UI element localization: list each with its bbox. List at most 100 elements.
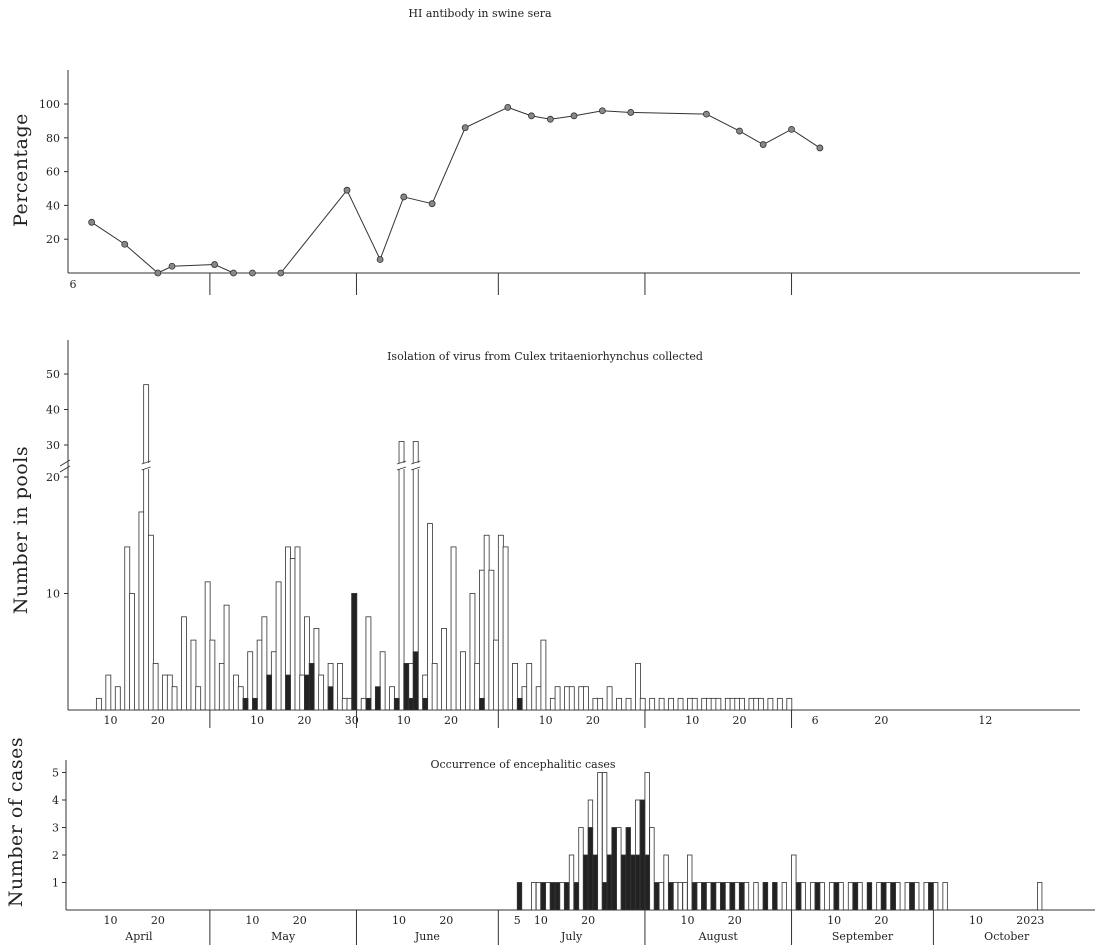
month-label-p3: October bbox=[984, 930, 1030, 943]
bar-cases-solid bbox=[630, 854, 636, 911]
bar-cases-open bbox=[857, 882, 863, 911]
chart-title-encephalitic-cases: Occurrence of encephalitic cases bbox=[431, 758, 616, 771]
bar-pools-positive bbox=[285, 674, 291, 711]
bar-cases-solid bbox=[814, 882, 821, 911]
bar-pools-open bbox=[313, 628, 320, 711]
x-tick-label-p3: 20 bbox=[151, 914, 165, 927]
y-tick-label-p2: 40 bbox=[46, 404, 60, 417]
bar-break-mark bbox=[411, 460, 421, 471]
bar-pools-open bbox=[299, 674, 306, 711]
bar-cases-open bbox=[914, 882, 920, 911]
bar-pools-open bbox=[474, 663, 481, 711]
bar-pools-open bbox=[166, 674, 173, 711]
bar-pools-open bbox=[469, 593, 476, 711]
bar-pools-open bbox=[512, 663, 518, 711]
bar-pools-open bbox=[497, 534, 504, 711]
bar-pools-open bbox=[346, 697, 353, 711]
bar-pools-positive bbox=[403, 663, 410, 711]
x-tick-label-p3: 20 bbox=[874, 914, 888, 927]
bar-cases-solid bbox=[833, 882, 839, 911]
bar-pools-open bbox=[786, 697, 793, 711]
x-tick-label-p3: 20 bbox=[1016, 914, 1030, 927]
bar-pools-open bbox=[549, 697, 556, 711]
bar-pools-positive bbox=[393, 697, 400, 711]
bar-cases-solid bbox=[701, 882, 707, 911]
bar-cases-solid bbox=[516, 882, 523, 911]
bar-pools-open bbox=[341, 697, 348, 711]
data-point-hi-antibody bbox=[816, 144, 824, 152]
bar-cases-open bbox=[559, 882, 565, 911]
x-tick-label-p3: 23 bbox=[1030, 914, 1044, 927]
bar-cases-solid bbox=[653, 882, 660, 911]
bar-pools-open bbox=[724, 697, 731, 711]
bar-cases-open bbox=[663, 854, 669, 911]
bar-pools-open bbox=[389, 686, 395, 711]
bar-pools-open bbox=[190, 639, 197, 711]
bar-pools-open bbox=[114, 686, 121, 711]
month-label-p3: May bbox=[271, 930, 296, 943]
bar-pools-positive bbox=[351, 593, 358, 711]
x-tick-label-p2: 10 bbox=[250, 714, 264, 727]
bar-pools-open bbox=[526, 663, 533, 711]
bar-cases-open bbox=[597, 772, 603, 911]
x-tick-label-p2: 20 bbox=[151, 714, 165, 727]
data-point-hi-antibody bbox=[428, 200, 436, 208]
bar-pools-open bbox=[691, 697, 698, 711]
bar-pools-open bbox=[625, 697, 632, 711]
bar-pools-open bbox=[554, 686, 561, 711]
data-point-hi-antibody bbox=[528, 112, 535, 120]
bar-pools-open bbox=[204, 581, 211, 711]
bar-cases-open bbox=[578, 827, 584, 911]
x-tick-label-p2: 10 bbox=[539, 714, 553, 727]
bar-cases-open bbox=[743, 882, 750, 911]
y-tick-label-p3: 2 bbox=[52, 849, 59, 862]
bar-cases-solid bbox=[554, 882, 560, 911]
x-tick-label-p2: 20 bbox=[297, 714, 311, 727]
bar-pools-positive bbox=[412, 651, 419, 711]
bar-pools-open bbox=[450, 546, 457, 711]
x-tick-label-p2: 10 bbox=[104, 714, 118, 727]
y-axis-label-number-in-pools: Number in pools bbox=[10, 446, 32, 614]
y-tick-label-p1: 20 bbox=[46, 233, 60, 246]
bar-cases-solid bbox=[644, 854, 650, 911]
bar-pools-open bbox=[776, 697, 783, 711]
bar-cases-open bbox=[715, 882, 721, 911]
bar-cases-solid bbox=[587, 827, 594, 911]
bar-cases-solid bbox=[720, 882, 726, 911]
bar-cases-open bbox=[885, 882, 892, 911]
bar-pools-positive bbox=[516, 697, 523, 711]
bar-cases-solid bbox=[549, 882, 556, 911]
bar-cases-solid bbox=[739, 882, 745, 911]
bar-break-gap bbox=[398, 463, 406, 469]
y-tick-label-p3: 3 bbox=[52, 822, 59, 835]
bar-cases-solid bbox=[928, 882, 934, 911]
data-point-hi-antibody bbox=[570, 112, 578, 120]
bar-cases-solid bbox=[691, 882, 698, 911]
month-label-p3: August bbox=[698, 930, 739, 943]
bar-pools-positive bbox=[266, 674, 273, 711]
data-point-hi-antibody bbox=[703, 110, 710, 118]
bar-pools-open bbox=[337, 663, 343, 711]
data-point-hi-antibody bbox=[88, 218, 96, 226]
bar-cases-open bbox=[753, 882, 759, 911]
x-tick-label-p2: 12 bbox=[978, 714, 992, 727]
bar-pools-open bbox=[209, 639, 216, 711]
bar-pools-positive bbox=[408, 697, 414, 711]
bar-cases-open bbox=[942, 882, 948, 911]
bar-pools-positive bbox=[479, 697, 485, 711]
bar-pools-open bbox=[521, 686, 528, 711]
x-tick-label-p3: 20 bbox=[581, 914, 595, 927]
bar-pools-open bbox=[105, 674, 112, 711]
bar-cases-open bbox=[791, 854, 797, 911]
bar-pools-open bbox=[147, 534, 154, 711]
x-tick-label-p2: 20 bbox=[444, 714, 458, 727]
bar-pools-open bbox=[379, 651, 386, 711]
bar-pools-open bbox=[218, 663, 225, 711]
y-axis-label-percentage: Percentage bbox=[10, 113, 32, 227]
bar-cases-open bbox=[706, 882, 712, 911]
bar-cases-solid bbox=[710, 882, 717, 911]
bar-pools-open bbox=[568, 686, 575, 711]
month-label-p3: September bbox=[832, 930, 894, 943]
data-point-hi-antibody bbox=[121, 240, 129, 248]
bar-pools-open bbox=[129, 593, 135, 711]
